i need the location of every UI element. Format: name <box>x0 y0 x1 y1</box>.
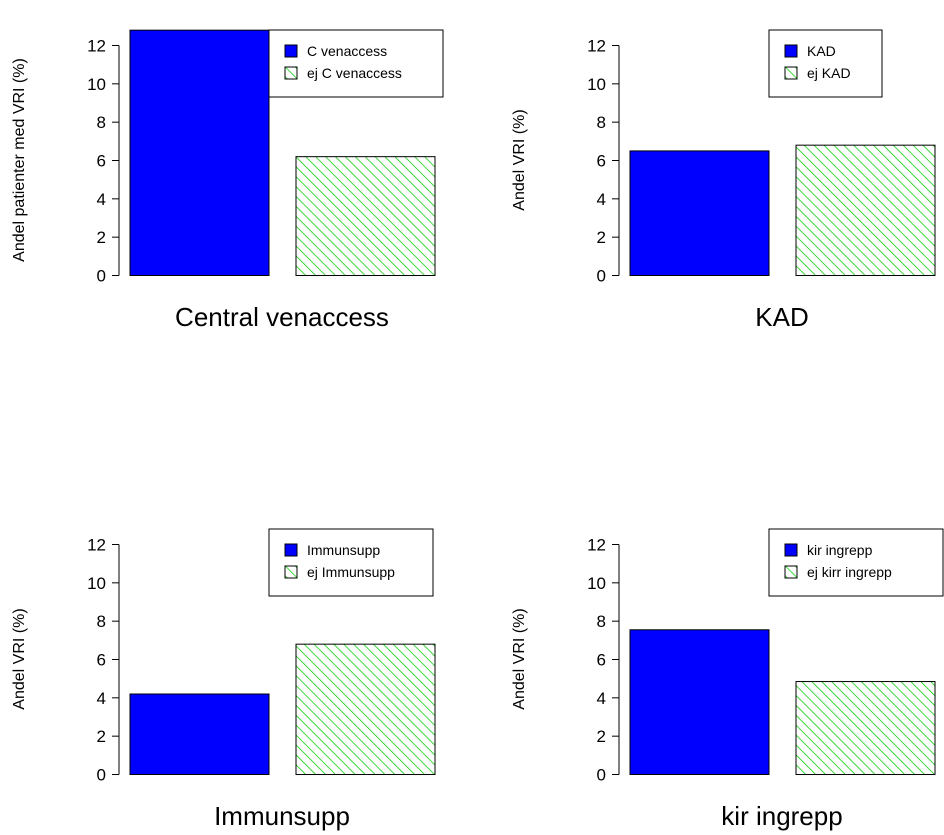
y-tick-label: 6 <box>597 152 606 171</box>
bar <box>795 144 936 276</box>
y-tick-label: 6 <box>97 152 106 171</box>
y-axis-label: Andel VRI (%) <box>511 608 528 709</box>
legend-box <box>768 528 944 597</box>
y-tick-label: 12 <box>87 37 106 56</box>
x-axis-label: KAD <box>755 302 808 332</box>
legend-swatch <box>284 543 298 557</box>
y-tick-label: 8 <box>97 113 106 132</box>
bar <box>795 681 936 776</box>
y-tick-label: 10 <box>587 75 606 94</box>
y-tick-label: 6 <box>97 651 106 670</box>
y-axis: 0 2 4 6 8 10 12 <box>87 37 120 286</box>
legend: Immunsupp ej Immunsupp <box>268 528 434 597</box>
legend-label: ej C venaccess <box>307 65 402 81</box>
bar <box>129 29 270 276</box>
x-axis-label: Central venaccess <box>175 302 389 332</box>
panel-kir-ingrepp: Andel VRI (%) 0 2 4 6 8 10 12 kir ingrepp ej ki… <box>511 528 944 831</box>
x-axis-label: Immunsupp <box>214 801 350 831</box>
y-tick-label: 10 <box>87 75 106 94</box>
legend: KAD ej KAD <box>768 29 883 98</box>
legend-swatch <box>784 44 798 58</box>
y-tick-label: 2 <box>97 727 106 746</box>
y-tick-label: 2 <box>597 727 606 746</box>
panel-immunsupp: Andel VRI (%) 0 2 4 6 8 10 12 Immunsupp ej Immu… <box>11 528 436 831</box>
bar <box>295 643 436 775</box>
y-tick-label: 2 <box>597 228 606 247</box>
panel-kad: Andel VRI (%) 0 2 4 6 8 10 12 KAD ej KAD KAD <box>511 29 936 332</box>
legend-label: KAD <box>807 43 836 59</box>
legend-label: kir ingrepp <box>807 542 873 558</box>
legend-swatch <box>284 565 298 579</box>
y-tick-label: 12 <box>587 536 606 555</box>
legend-box <box>768 29 883 98</box>
y-axis-label: Andel VRI (%) <box>11 608 28 709</box>
bar <box>629 150 770 277</box>
y-axis: 0 2 4 6 8 10 12 <box>587 37 620 286</box>
y-tick-label: 12 <box>587 37 606 56</box>
y-axis-label: Andel patienter med VRI (%) <box>11 58 28 262</box>
legend-swatch <box>784 543 798 557</box>
y-tick-label: 4 <box>597 190 606 209</box>
bars <box>629 144 936 277</box>
bar <box>295 156 436 277</box>
legend-label: Immunsupp <box>307 542 380 558</box>
y-tick-label: 10 <box>587 574 606 593</box>
legend-label: C venaccess <box>307 43 387 59</box>
bars <box>129 29 436 277</box>
y-axis: 0 2 4 6 8 10 12 <box>587 536 620 785</box>
y-axis: 0 2 4 6 8 10 12 <box>87 536 120 785</box>
panel-central-venaccess: Andel patienter med VRI (%) 0 2 4 6 8 10 12 C … <box>11 29 444 332</box>
legend-swatch <box>784 66 798 80</box>
y-tick-label: 4 <box>97 190 106 209</box>
bars <box>129 643 436 775</box>
y-tick-label: 12 <box>87 536 106 555</box>
bars <box>629 629 936 776</box>
y-tick-label: 0 <box>97 267 106 286</box>
y-tick-label: 2 <box>97 228 106 247</box>
legend-swatch <box>284 44 298 58</box>
y-tick-label: 8 <box>97 612 106 631</box>
y-tick-label: 4 <box>597 689 606 708</box>
y-tick-label: 0 <box>97 766 106 785</box>
x-axis-label: kir ingrepp <box>721 801 842 831</box>
y-tick-label: 6 <box>597 651 606 670</box>
legend-label: ej kirr ingrepp <box>807 564 892 580</box>
y-tick-label: 8 <box>597 612 606 631</box>
legend: kir ingrepp ej kirr ingrepp <box>768 528 944 597</box>
y-tick-label: 0 <box>597 766 606 785</box>
legend-box <box>268 29 444 98</box>
legend-label: ej Immunsupp <box>307 564 395 580</box>
bar <box>129 693 270 775</box>
legend-label: ej KAD <box>807 65 851 81</box>
y-tick-label: 0 <box>597 267 606 286</box>
y-tick-label: 8 <box>597 113 606 132</box>
y-tick-label: 10 <box>87 574 106 593</box>
legend-box <box>268 528 434 597</box>
legend-swatch <box>284 66 298 80</box>
legend: C venaccess ej C venaccess <box>268 29 444 98</box>
bar <box>629 629 770 775</box>
y-tick-label: 4 <box>97 689 106 708</box>
legend-swatch <box>784 565 798 579</box>
y-axis-label: Andel VRI (%) <box>511 109 528 210</box>
